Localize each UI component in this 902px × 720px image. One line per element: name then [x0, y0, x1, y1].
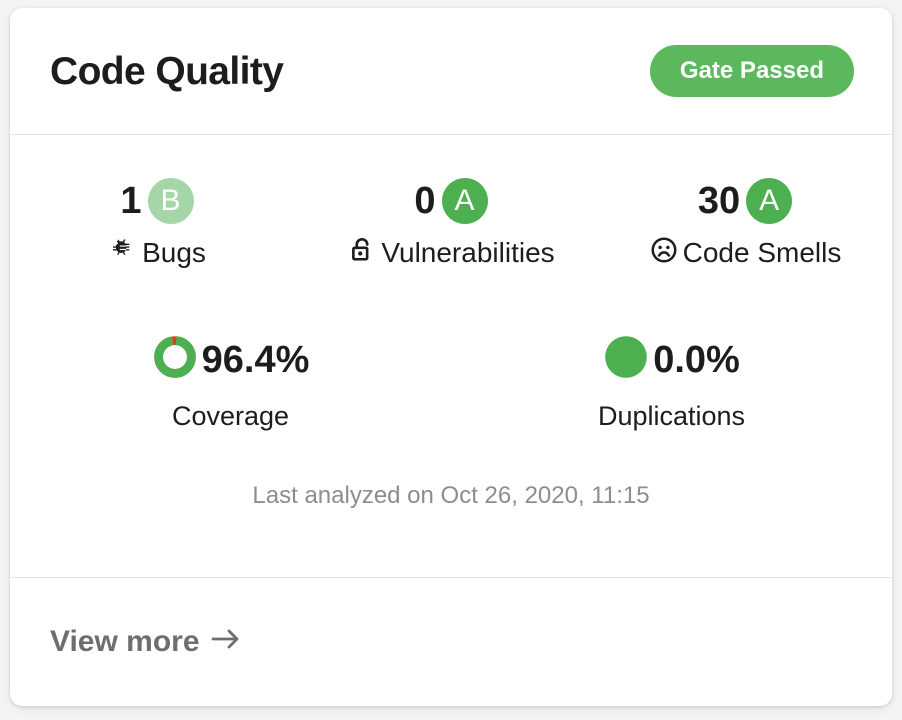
last-analyzed-text: Last analyzed on Oct 26, 2020, 11:15	[252, 482, 650, 509]
metric-bugs-value-line: 1 B	[120, 175, 194, 227]
metric-vulnerabilities[interactable]: 0 A Vulnerabilities	[304, 175, 598, 270]
metric-vulnerabilities-count: 0	[414, 180, 436, 222]
metric-vulnerabilities-rating: A	[441, 178, 488, 224]
metric-code-smells-value-line: 30 A	[697, 175, 793, 227]
view-more-label: View more	[50, 625, 200, 658]
metric-code-smells-label-line: Code Smells	[649, 235, 842, 270]
arrow-right-icon	[210, 625, 242, 659]
metric-code-smells[interactable]: 30 A Code Smells	[598, 175, 892, 270]
metric-coverage-value-line: 96.4%	[152, 334, 310, 385]
metric-code-smells-rating: A	[746, 178, 793, 224]
card-body: 1 B Bugs 0	[10, 135, 892, 578]
metric-bugs-label: Bugs	[142, 236, 206, 268]
bug-icon	[108, 235, 138, 270]
metric-duplications[interactable]: 0.0% Duplications	[451, 334, 892, 430]
metric-bugs-count: 1	[120, 180, 142, 222]
card-footer: View more	[10, 578, 892, 706]
issues-row: 1 B Bugs 0	[10, 175, 892, 270]
metric-duplications-value-line: 0.0%	[603, 334, 740, 385]
metric-duplications-label: Duplications	[597, 401, 746, 431]
metric-bugs-rating: B	[147, 178, 194, 224]
code-quality-card: Code Quality Gate Passed 1 B	[10, 8, 892, 706]
measures-row: 96.4% Coverage 0.0% Duplications	[10, 334, 892, 430]
metric-duplications-value: 0.0%	[653, 338, 740, 381]
view-more-link[interactable]: View more	[50, 625, 242, 659]
metric-code-smells-count: 30	[697, 180, 741, 222]
metric-coverage-label: Coverage	[171, 401, 290, 431]
metric-vulnerabilities-value-line: 0 A	[414, 175, 488, 227]
status-badge-gate[interactable]: Gate Passed	[649, 45, 854, 97]
metric-coverage[interactable]: 96.4% Coverage	[10, 334, 451, 430]
metric-bugs[interactable]: 1 B Bugs	[10, 175, 304, 270]
page-title: Code Quality	[50, 49, 284, 93]
donut-chart-icon	[152, 334, 198, 385]
card-header: Code Quality Gate Passed	[10, 8, 892, 135]
metric-vulnerabilities-label-line: Vulnerabilities	[347, 235, 555, 270]
filled-circle-icon	[603, 334, 649, 385]
metric-coverage-value: 96.4%	[201, 338, 310, 381]
metric-code-smells-label: Code Smells	[682, 236, 842, 268]
metric-vulnerabilities-label: Vulnerabilities	[381, 236, 555, 268]
unlocked-padlock-icon	[347, 235, 377, 270]
frowning-face-icon	[649, 235, 679, 270]
metric-bugs-label-line: Bugs	[108, 235, 206, 270]
